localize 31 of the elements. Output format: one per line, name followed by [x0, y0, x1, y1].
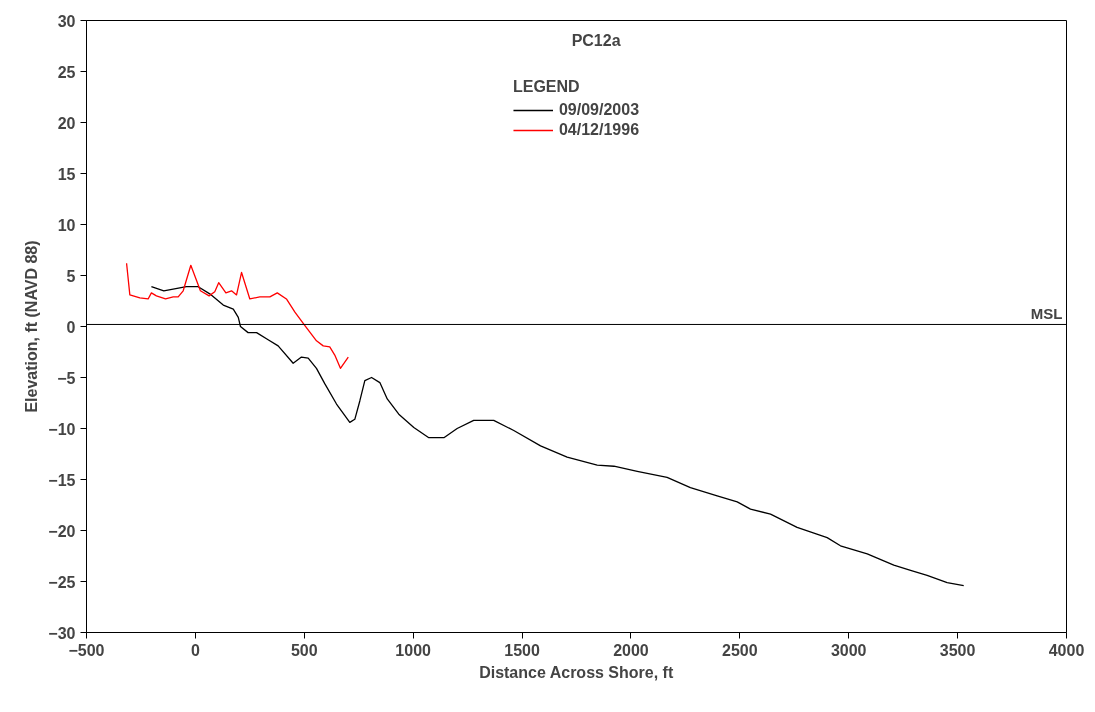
y-tick-label: 10 [57, 216, 76, 234]
line-series [125, 262, 349, 369]
legend-label: 04/12/1996 [558, 121, 640, 139]
text: PC12a [571, 31, 621, 49]
y-tick-label: −10 [48, 420, 76, 438]
x-tick-label: 3000 [830, 641, 867, 659]
y-tick-label: −15 [48, 471, 76, 489]
y-tick-label: −25 [48, 573, 76, 591]
y-tick-label: 5 [66, 267, 76, 285]
x-axis-title: Distance Across Shore, ft [479, 663, 674, 681]
x-tick-label: 3500 [939, 641, 976, 659]
x-tick-label: 1000 [395, 641, 432, 659]
x-tick-label: 0 [190, 641, 200, 659]
y-tick-label: −30 [48, 624, 76, 642]
ref-line-label: MSL [1030, 305, 1063, 323]
y-tick-label: 15 [57, 165, 76, 183]
y-tick-label: 25 [57, 63, 76, 81]
y-tick-label: 20 [57, 114, 76, 132]
legend-title: LEGEND [512, 78, 581, 96]
y-tick-label: −5 [57, 369, 76, 387]
x-tick-label: 1500 [504, 641, 540, 659]
y-tick-label: 30 [57, 12, 76, 30]
y-tick-label: −20 [48, 522, 76, 540]
y-axis-title: Elevation, ft (NAVD 88) [23, 240, 41, 413]
x-tick-label: −500 [68, 641, 105, 659]
x-tick-label: 500 [290, 641, 318, 659]
y-tick-label: 0 [66, 318, 76, 336]
legend-label: 09/09/2003 [558, 101, 640, 119]
x-tick-label: 4000 [1048, 641, 1085, 659]
x-tick-label: 2000 [613, 641, 649, 659]
x-tick-label: 2500 [722, 641, 758, 659]
